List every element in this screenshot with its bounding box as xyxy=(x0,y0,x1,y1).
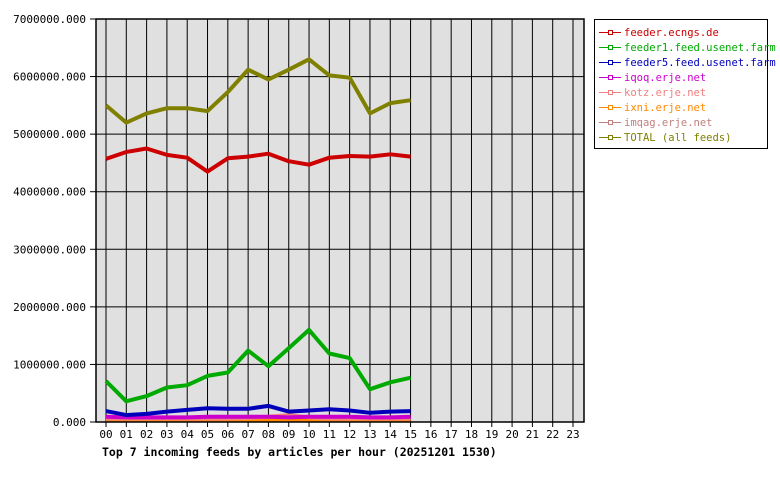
series-line-feeder5-feed-usenet-farm xyxy=(105,403,411,418)
y-tick-label: 1000000.000 xyxy=(13,358,86,371)
y-tick-label: 7000000.000 xyxy=(13,13,86,26)
x-tick-label: 15 xyxy=(404,428,417,441)
legend-label: feeder1.feed.usenet.farm xyxy=(624,41,776,54)
x-tick-label: 11 xyxy=(323,428,336,441)
x-tick-label: 04 xyxy=(181,428,195,441)
x-axis: 00 01 02 03 04 05 06 07 08 09 10 11 12 13 14 15 16 17 18 19… xyxy=(99,422,580,441)
plot-area xyxy=(96,19,584,422)
x-tick-label: 21 xyxy=(526,428,539,441)
series-line-total-all-feeds- xyxy=(104,57,411,125)
x-tick-label: 10 xyxy=(302,428,315,441)
x-tick-label: 08 xyxy=(262,428,275,441)
legend-item: kotz.erje.net xyxy=(595,85,767,100)
legend-item: ixni.erje.net xyxy=(595,100,767,115)
x-tick-label: 05 xyxy=(201,428,214,441)
x-tick-label: 02 xyxy=(140,428,153,441)
x-tick-label: 09 xyxy=(282,428,295,441)
legend-line-marker-icon xyxy=(599,29,621,36)
x-tick-label: 23 xyxy=(566,428,579,441)
chart-title: Top 7 incoming feeds by articles per hou… xyxy=(102,445,497,459)
y-tick-label: 3000000.000 xyxy=(13,243,86,256)
legend-item: feeder5.feed.usenet.farm xyxy=(595,55,776,70)
y-tick-label: 4000000.000 xyxy=(13,186,86,199)
legend-line-marker-icon xyxy=(599,89,621,96)
legend-line-marker-icon xyxy=(599,59,621,66)
x-tick-label: 17 xyxy=(445,428,458,441)
x-tick-label: 07 xyxy=(242,428,255,441)
y-tick-label: 5000000.000 xyxy=(13,128,86,141)
legend-line-marker-icon xyxy=(599,134,621,141)
x-tick-label: 16 xyxy=(424,428,437,441)
plot-frame xyxy=(95,18,585,423)
legend-line-marker-icon xyxy=(599,119,621,126)
series-line-feeder1-feed-usenet-farm xyxy=(104,327,412,404)
x-tick-label: 20 xyxy=(505,428,518,441)
legend-item: iqoq.erje.net xyxy=(595,70,767,85)
x-tick-label: 12 xyxy=(343,428,356,441)
x-tick-label: 00 xyxy=(99,428,112,441)
y-tick-label: 2000000.000 xyxy=(13,301,86,314)
x-tick-label: 13 xyxy=(363,428,376,441)
legend-line-marker-icon xyxy=(599,104,621,111)
legend-item: imqag.erje.net xyxy=(595,115,767,130)
legend-label: ixni.erje.net xyxy=(624,101,707,114)
legend-label: feeder5.feed.usenet.farm xyxy=(624,56,776,69)
x-tick-label: 01 xyxy=(120,428,133,441)
legend-label: iqoq.erje.net xyxy=(624,71,707,84)
x-tick-label: 06 xyxy=(221,428,234,441)
legend-line-marker-icon xyxy=(599,44,621,51)
legend-item: feeder.ecngs.de xyxy=(595,25,767,40)
legend-label: TOTAL (all feeds) xyxy=(624,131,732,144)
legend-label: imqag.erje.net xyxy=(624,116,713,129)
x-tick-label: 22 xyxy=(546,428,559,441)
x-tick-label: 18 xyxy=(465,428,478,441)
y-tick-label: 0.000 xyxy=(53,416,86,429)
y-axis: 0.000 1000000.000 2000000.000 3000000.000 40… xyxy=(13,13,96,429)
data-series xyxy=(104,57,412,422)
y-tick-label: 6000000.000 xyxy=(13,71,86,84)
series-line-feeder-ecngs-de xyxy=(105,146,411,174)
legend-label: kotz.erje.net xyxy=(624,86,707,99)
series-line-iqoq-erje-net xyxy=(105,414,411,420)
x-tick-label: 19 xyxy=(485,428,498,441)
legend: feeder.ecngs.de feeder1.feed.usenet.farm f… xyxy=(594,19,776,149)
x-tick-label: 03 xyxy=(160,428,173,441)
legend-item: feeder1.feed.usenet.farm xyxy=(595,40,776,55)
legend-item: TOTAL (all feeds) xyxy=(595,130,767,145)
legend-line-marker-icon xyxy=(599,74,621,81)
legend-label: feeder.ecngs.de xyxy=(624,26,719,39)
x-tick-label: 14 xyxy=(384,428,398,441)
